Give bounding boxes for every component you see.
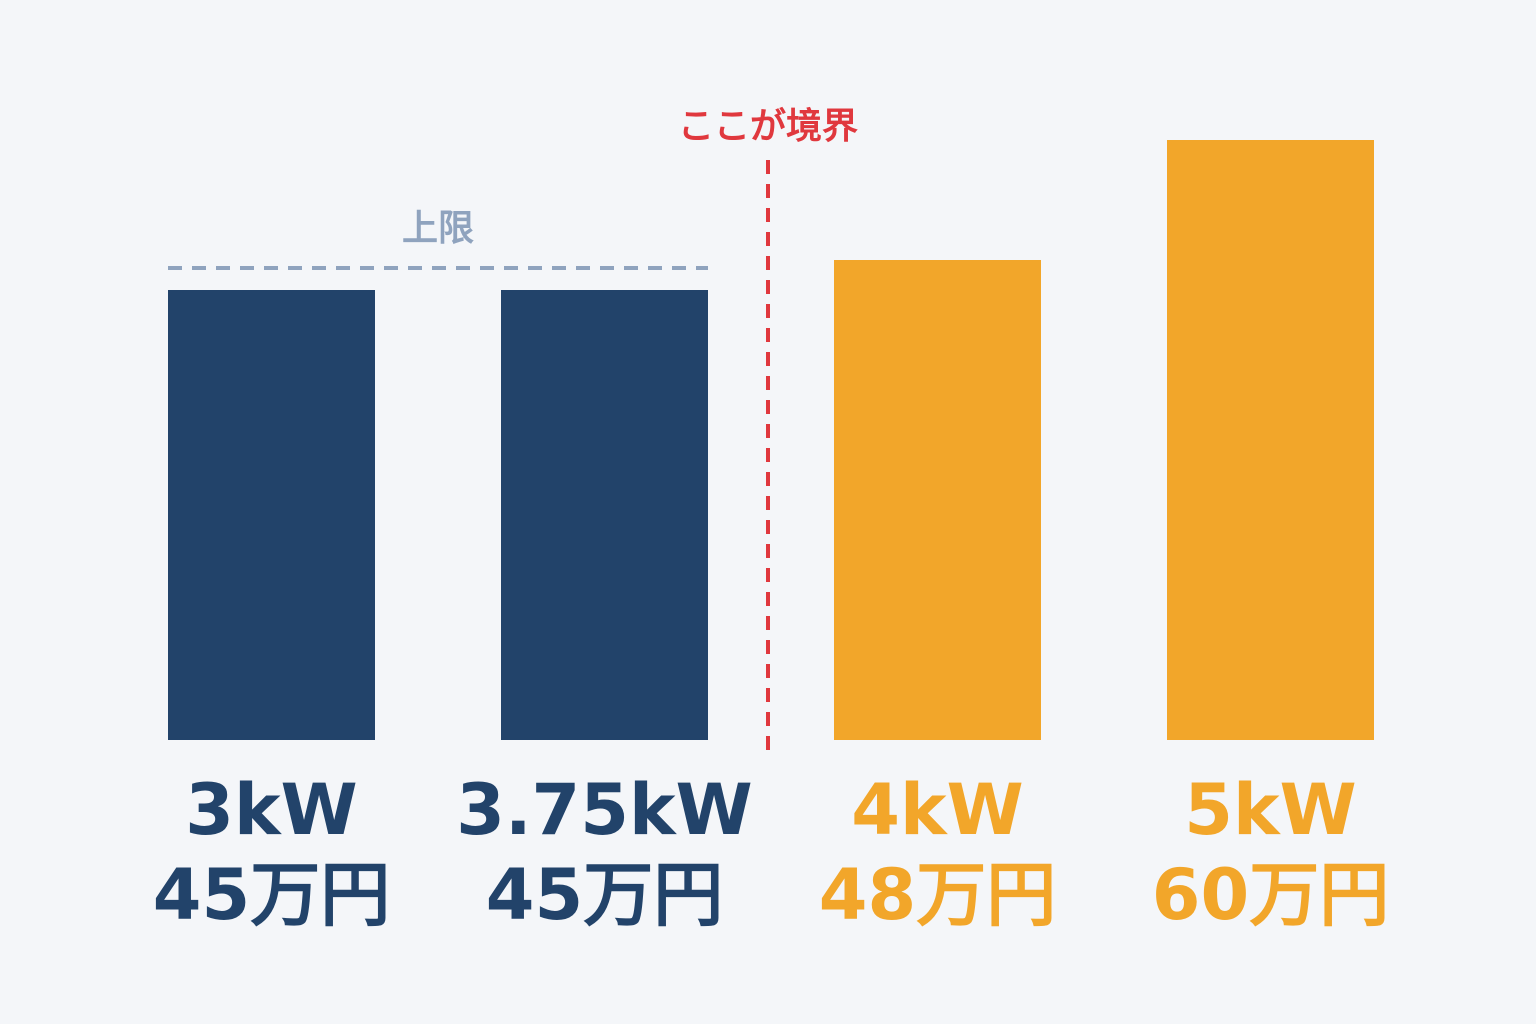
value-label: 45万円 [153,854,390,936]
bar [1167,140,1374,740]
limit-label: 上限 [402,208,474,249]
bar [834,260,1041,740]
category-label: 4kW [851,769,1023,851]
category-label: 3.75kW [456,769,752,851]
value-label: 45万円 [486,854,723,936]
category-label: 3kW [185,769,357,851]
value-label: 48万円 [819,854,1056,936]
category-label: 5kW [1184,769,1356,851]
bar [501,290,708,740]
value-label: 60万円 [1152,854,1389,936]
boundary-label: ここが境界 [678,106,858,147]
bar [168,290,375,740]
